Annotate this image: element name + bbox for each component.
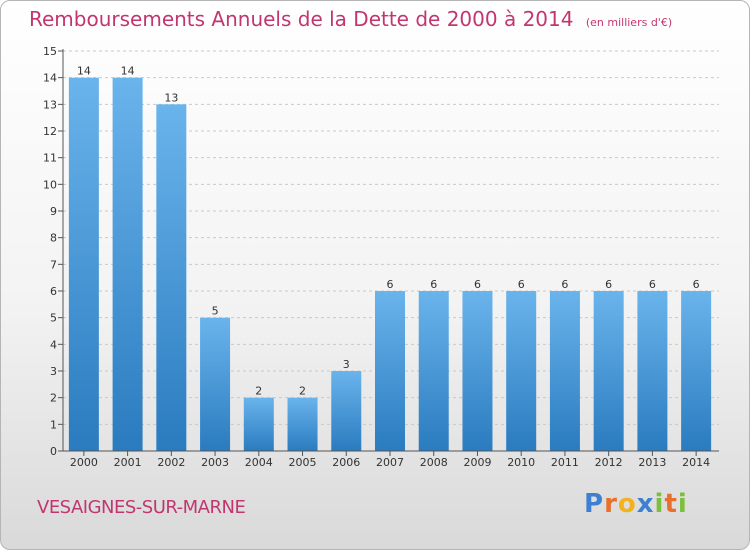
bar-2001 <box>112 77 143 452</box>
y-tick-label: 11 <box>43 152 57 165</box>
y-tick-label: 9 <box>50 205 57 218</box>
bar-2011 <box>549 291 580 451</box>
data-label-2004: 2 <box>255 385 262 398</box>
x-tick-label-2012: 2012 <box>595 456 623 469</box>
x-tick-label-2009: 2009 <box>463 456 491 469</box>
bar-2004 <box>243 397 274 451</box>
bar-2008 <box>418 291 449 451</box>
x-tick-label-2001: 2001 <box>114 456 142 469</box>
data-label-2009: 6 <box>474 278 481 291</box>
x-tick-label-2013: 2013 <box>638 456 666 469</box>
chart-unit: (en milliers d'€) <box>585 16 673 29</box>
bar-2006 <box>331 371 362 451</box>
logo-letter: t <box>664 489 678 519</box>
y-tick-label: 0 <box>50 445 57 458</box>
y-tick-label: 5 <box>50 312 57 325</box>
bar-2007 <box>375 291 405 451</box>
y-tick-label: 8 <box>50 232 57 245</box>
bar-2005 <box>287 397 318 451</box>
data-label-2006: 3 <box>343 358 350 371</box>
chart-title: Remboursements Annuels de la Dette de 20… <box>29 7 672 31</box>
data-label-2005: 2 <box>299 385 306 398</box>
x-tick-label-2006: 2006 <box>332 456 360 469</box>
logo-letter: i <box>654 489 665 519</box>
data-label-2002: 13 <box>164 91 178 104</box>
bar-2003 <box>200 317 231 451</box>
y-tick-label: 15 <box>43 45 57 58</box>
x-tick-label-2000: 2000 <box>70 456 98 469</box>
bar-2002 <box>156 104 187 451</box>
y-tick-label: 1 <box>50 418 57 431</box>
commune-name: VESAIGNES-SUR-MARNE <box>37 497 246 518</box>
y-tick-label: 4 <box>50 338 57 351</box>
y-tick-label: 2 <box>50 392 57 405</box>
bar-2012 <box>593 291 624 451</box>
logo-letter: r <box>604 489 618 519</box>
data-label-2000: 14 <box>77 65 91 78</box>
y-tick-label: 7 <box>50 258 57 271</box>
logo-letter: o <box>617 489 637 519</box>
bar-2010 <box>506 291 537 451</box>
bar-2014 <box>681 291 712 451</box>
logo-letter: P <box>584 489 605 519</box>
bar-2009 <box>462 291 493 451</box>
data-label-2013: 6 <box>649 278 656 291</box>
proxiti-logo: Proxiti <box>584 489 688 519</box>
data-label-2001: 14 <box>121 65 135 78</box>
data-label-2014: 6 <box>693 278 700 291</box>
data-label-2003: 5 <box>212 305 219 318</box>
data-label-2011: 6 <box>561 278 568 291</box>
x-tick-label-2002: 2002 <box>157 456 185 469</box>
logo-letter: x <box>636 489 655 519</box>
y-tick-label: 6 <box>50 285 57 298</box>
x-tick-label-2011: 2011 <box>551 456 579 469</box>
x-tick-label-2008: 2008 <box>420 456 448 469</box>
x-tick-label-2007: 2007 <box>376 456 404 469</box>
bar-2013 <box>637 291 668 451</box>
y-tick-label: 13 <box>43 98 57 111</box>
data-label-2010: 6 <box>518 278 525 291</box>
logo-letter: i <box>677 489 688 519</box>
y-tick-label: 3 <box>50 365 57 378</box>
x-tick-label-2004: 2004 <box>245 456 273 469</box>
bar-2000 <box>68 77 99 452</box>
y-tick-label: 14 <box>43 72 57 85</box>
y-tick-label: 10 <box>43 178 57 191</box>
y-tick-label: 12 <box>43 125 57 138</box>
chart-title-text: Remboursements Annuels de la Dette de 20… <box>29 7 574 31</box>
data-label-2007: 6 <box>387 278 394 291</box>
x-tick-label-2014: 2014 <box>682 456 710 469</box>
x-tick-label-2010: 2010 <box>507 456 535 469</box>
data-label-2008: 6 <box>430 278 437 291</box>
x-tick-label-2005: 2005 <box>289 456 317 469</box>
data-label-2012: 6 <box>605 278 612 291</box>
x-tick-label-2003: 2003 <box>201 456 229 469</box>
bars: 14 14 13 5 2 2 3 6 6 6 6 6 6 6 6 <box>68 65 712 452</box>
